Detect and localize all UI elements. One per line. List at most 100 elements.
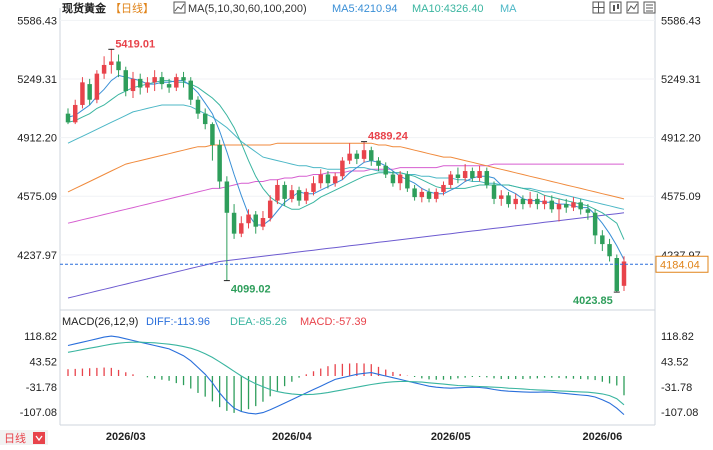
candle [275,179,280,205]
candle [405,171,410,192]
candle [506,191,511,208]
candle [137,73,143,95]
candle [419,188,425,203]
macd-tick-label-left: -31.78 [26,382,57,394]
ma-line-ma30 [67,104,625,210]
candle [448,171,453,189]
candle [217,139,222,189]
candle [600,230,605,252]
candle [340,157,345,180]
candle [123,66,129,97]
candle [94,70,100,104]
candle [311,176,316,196]
candle [491,181,497,205]
candle [246,209,251,229]
macd-diff-line [67,335,625,416]
candle [325,171,331,189]
candle [513,193,518,210]
candle [267,195,273,222]
x-tick-label: 2026/05 [431,431,471,443]
candle [304,188,309,205]
svg-text:4099.02: 4099.02 [231,284,271,296]
candle [87,78,92,105]
price-tick-label-right: 4912.20 [661,133,701,145]
candle [614,254,620,293]
candle [152,70,157,92]
candle [202,108,208,130]
candle [174,73,179,92]
candle [224,176,230,281]
ma-label: MA(5,10,30,60,100,200) [188,3,307,15]
price-tick-label-right: 5249.31 [661,74,701,86]
candle [181,71,186,88]
candle-icon[interactable] [609,1,622,14]
candle [535,193,540,210]
candle [101,56,107,79]
macd-hist-value: MACD:-57.39 [300,316,367,328]
ma10-value: MA10:4326.40 [412,3,484,15]
candle [210,122,215,161]
candle [592,209,598,245]
macd-tick-label-right: 43.52 [661,356,689,368]
candle [455,167,461,184]
svg-text:4023.85: 4023.85 [573,295,613,307]
candle [361,141,367,163]
candle [556,198,562,222]
macd-panel [67,335,625,416]
ma5-value: MA5:4210.94 [332,3,397,15]
price-tick-label-left: 5249.31 [17,74,57,86]
candle [383,162,388,178]
candle [231,204,237,239]
candle [426,188,432,203]
macd-title: MACD(26,12,9) [62,316,138,328]
period-label[interactable]: 【日线】 [110,1,154,15]
candle [80,77,85,109]
macd-dea-value: DEA:-85.26 [230,316,287,328]
macd-tick-label-left: 118.82 [24,331,57,343]
candle [585,204,591,220]
candle [369,146,374,166]
candle [166,78,172,93]
low-annotation: 4099.02 [223,280,271,296]
candle [520,195,526,210]
candle [441,181,446,196]
macd-diff-value: DIFF:-113.96 [146,316,210,328]
candle [549,195,555,213]
grid-icon[interactable] [592,1,605,14]
candle [65,108,71,125]
candle [289,184,295,203]
candle [376,157,381,172]
price-tick-label-left: 4912.20 [17,133,57,145]
settings-icon[interactable] [643,1,656,14]
candle [282,181,287,206]
instrument-name: 现货黄金 [62,1,107,15]
candle [296,186,302,206]
chart-header: 现货黄金 【日线】 MA(5,10,30,60,100,200) MA5:421… [62,1,517,15]
candle [607,238,612,262]
ma-toggle-icon[interactable] [173,1,186,14]
chevron-icon[interactable] [33,432,45,444]
macd-dea-line [67,341,625,406]
candle [260,211,266,231]
candle [109,49,114,74]
macd-tick-label-right: -31.78 [661,382,692,394]
candle [412,184,417,201]
ma-line-ma60 [67,142,625,200]
current-price-value: 4184.04 [660,259,700,271]
footer-period-tab[interactable]: 日线 [0,430,48,445]
candle [159,71,165,90]
price-tick-label-left: 5586.43 [17,15,57,27]
x-tick-label: 2026/06 [582,431,622,443]
candle [130,71,136,98]
axis-labels: 5586.43 5586.43 5249.31 5249.31 4912.20 4912.… [17,15,709,443]
high-annotation: 5419.01 [108,38,155,50]
chart-icon[interactable] [626,1,639,14]
macd-tick-label-right: 118.82 [661,331,694,343]
price-tick-label-left: 4575.09 [17,191,57,203]
macd-header: MACD(26,12,9) DIFF:-113.96 DEA:-85.26 MA… [62,316,367,328]
macd-tick-label-right: -107.08 [661,407,698,419]
svg-text:4889.24: 4889.24 [368,131,409,143]
candle [462,164,468,182]
